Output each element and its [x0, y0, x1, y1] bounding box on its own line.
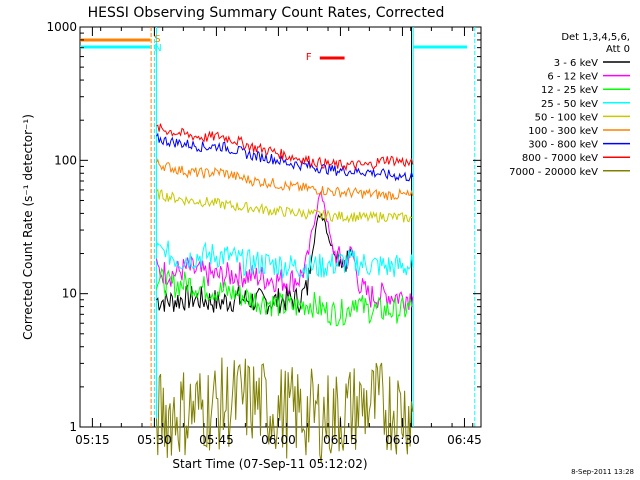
- legend-header-line2: Att 0: [606, 44, 630, 55]
- x-tick-label-4: 06:15: [323, 433, 358, 447]
- legend-label-4: 50 - 100 keV: [535, 112, 599, 123]
- x-tick-label-0: 05:15: [75, 433, 110, 447]
- series-line-2-0: [156, 267, 414, 327]
- series-line-5-0: [156, 158, 414, 201]
- x-tick-label-6: 06:45: [447, 433, 482, 447]
- annotation-F: F: [306, 52, 312, 63]
- legend-label-7: 800 - 7000 keV: [522, 153, 598, 164]
- legend-header-line1: Det 1,3,4,5,6,: [561, 32, 630, 43]
- legend: Det 1,3,4,5,6, Att 0 3 - 6 keV 6 - 12 keV…: [509, 32, 630, 178]
- y-tick-label-1: 10: [62, 287, 77, 301]
- legend-label-0: 3 - 6 keV: [554, 58, 598, 69]
- annotation-N: N: [154, 43, 161, 54]
- x-axis-label: Start Time (07-Sep-11 05:12:02): [172, 457, 367, 471]
- legend-label-3: 25 - 50 keV: [541, 99, 598, 110]
- series-line-8-0: [156, 357, 414, 463]
- legend-label-2: 12 - 25 keV: [541, 85, 598, 96]
- legend-label-1: 6 - 12 keV: [547, 72, 598, 83]
- annotation-S: S: [154, 34, 160, 45]
- y-tick-label-0: 1: [69, 420, 77, 434]
- series-line-6-0: [156, 132, 414, 182]
- series-line-7-0: [156, 123, 414, 172]
- y-tick-label-3: 1000: [46, 20, 77, 34]
- axes: 1 10 100 1000 05:15 05:30 05:45 06:00 06:15 06:30…: [46, 20, 481, 447]
- series-line-3-0: [156, 240, 414, 280]
- y-tick-label-2: 100: [54, 153, 77, 167]
- series-line-1-0: [156, 190, 414, 312]
- legend-label-5: 100 - 300 keV: [528, 126, 598, 137]
- x-tick-label-2: 05:45: [199, 433, 234, 447]
- y-axis-label: Corrected Count Rate (s⁻¹ detector⁻¹): [21, 114, 35, 340]
- plot-content: SN F: [80, 27, 476, 463]
- x-tick-label-3: 06:00: [261, 433, 296, 447]
- timestamp-text: 8-Sep-2011 13:28: [571, 468, 634, 476]
- x-tick-label-5: 06:30: [385, 433, 420, 447]
- series-line-0-0: [156, 212, 354, 315]
- legend-label-8: 7000 - 20000 keV: [509, 167, 598, 178]
- x-tick-label-1: 05:30: [137, 433, 172, 447]
- series-line-4-0: [156, 188, 413, 224]
- plot-frame: [79, 26, 482, 428]
- legend-label-6: 300 - 800 keV: [528, 140, 598, 151]
- chart-title: HESSI Observing Summary Count Rates, Cor…: [88, 5, 445, 21]
